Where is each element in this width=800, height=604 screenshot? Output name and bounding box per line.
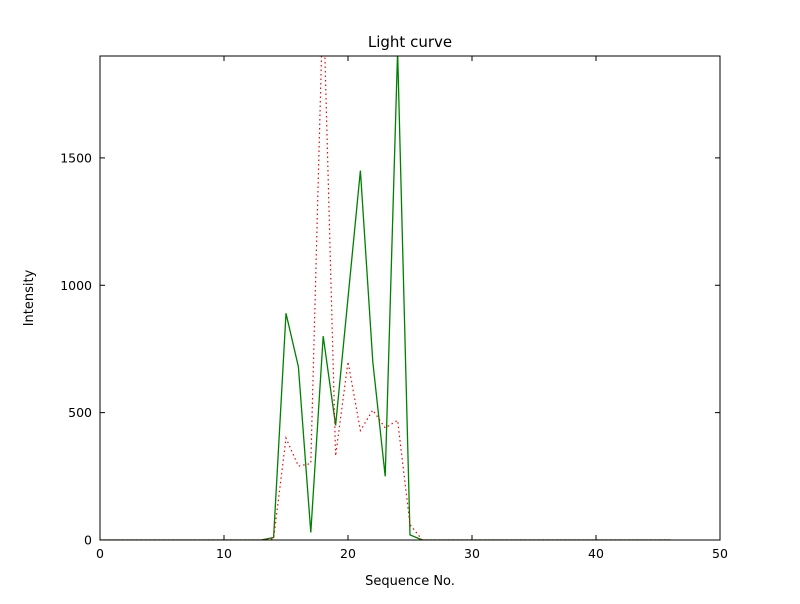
plot-border (99, 55, 721, 541)
series-lines (100, 56, 671, 540)
x-tick-label: 20 (340, 546, 356, 561)
x-tick-label: 50 (712, 546, 728, 561)
y-tick-label: 0 (84, 533, 92, 548)
x-tick-label: 10 (216, 546, 232, 561)
y-tick-label: 1000 (60, 278, 92, 293)
y-tick-label: 500 (68, 405, 92, 420)
y-axis-ticks: 0 500 1000 1500 (60, 150, 720, 548)
green-solid-line (100, 56, 671, 540)
x-tick-label: 0 (96, 546, 104, 561)
y-axis-label: Intensity (22, 269, 37, 326)
x-tick-label: 30 (464, 546, 480, 561)
x-tick-label: 40 (588, 546, 604, 561)
x-axis-label: Sequence No. (365, 574, 455, 589)
y-tick-label: 1500 (60, 150, 92, 165)
chart-title: Light curve (368, 33, 452, 51)
x-axis-ticks: 0 10 20 30 40 50 (96, 56, 728, 561)
